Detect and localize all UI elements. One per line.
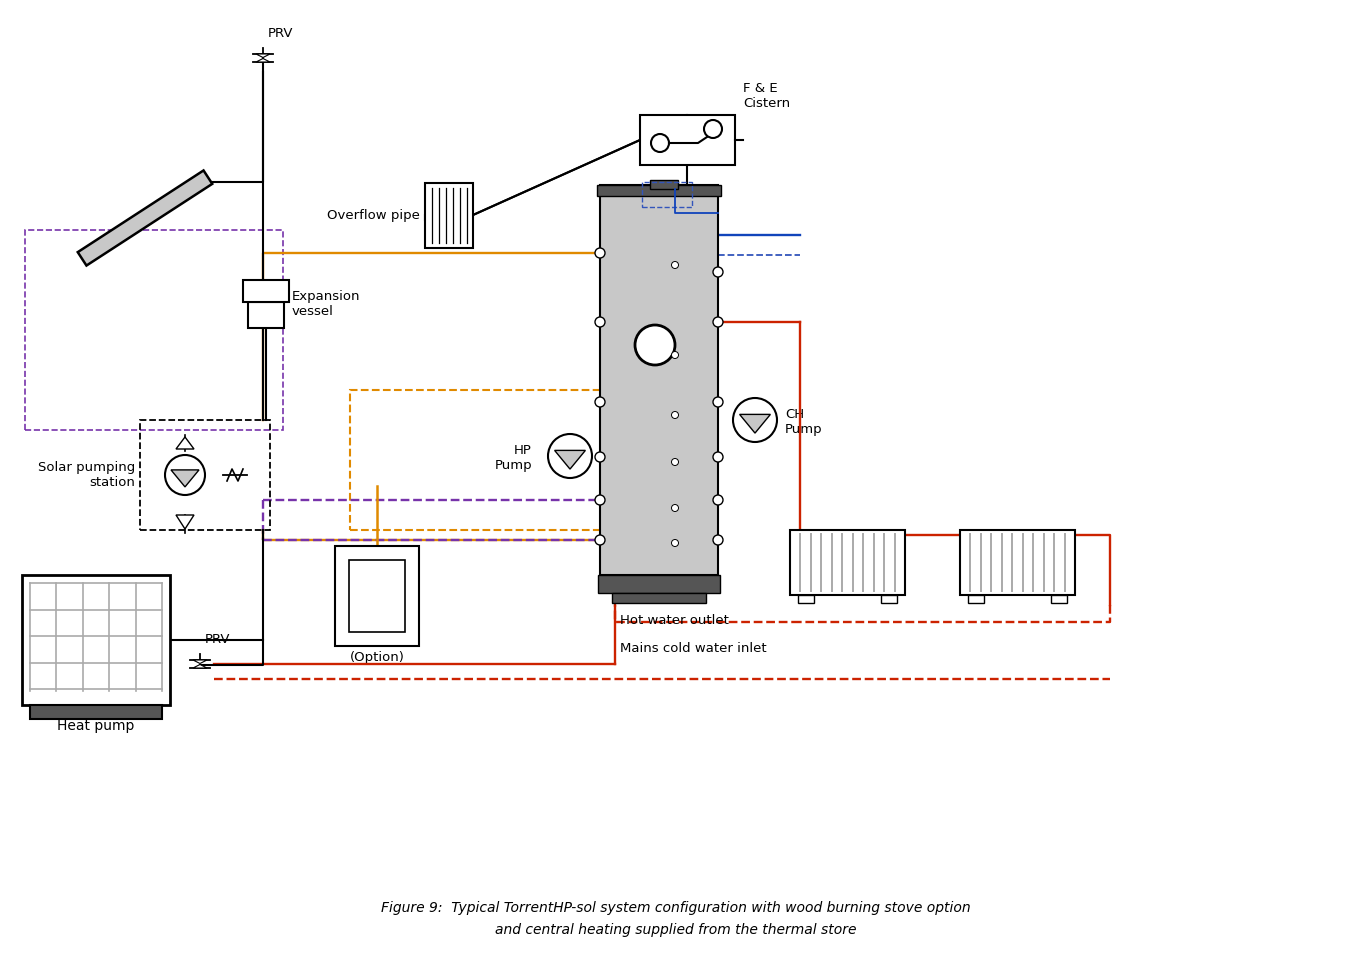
Text: PRV: PRV <box>268 27 294 40</box>
Bar <box>881 595 897 603</box>
Text: Hot water outlet: Hot water outlet <box>620 613 729 627</box>
Circle shape <box>671 412 678 418</box>
Polygon shape <box>77 170 212 266</box>
Polygon shape <box>740 414 770 433</box>
Circle shape <box>635 325 675 365</box>
Circle shape <box>713 452 723 462</box>
Circle shape <box>165 455 206 495</box>
Text: F & E
Cistern: F & E Cistern <box>743 82 790 110</box>
Bar <box>349 560 405 632</box>
Polygon shape <box>256 59 271 62</box>
Circle shape <box>671 539 678 547</box>
Circle shape <box>595 317 605 327</box>
Bar <box>649 180 678 189</box>
Polygon shape <box>170 469 199 487</box>
Bar <box>599 185 718 575</box>
Bar <box>967 595 984 603</box>
Polygon shape <box>256 54 271 58</box>
Bar <box>139 420 271 530</box>
Bar <box>336 546 419 646</box>
Polygon shape <box>193 665 207 668</box>
Bar <box>961 530 1076 595</box>
Polygon shape <box>555 450 586 469</box>
Bar <box>798 595 815 603</box>
Bar <box>1051 595 1068 603</box>
Circle shape <box>548 434 593 478</box>
Circle shape <box>595 397 605 407</box>
Bar <box>248 301 284 328</box>
Text: Mains cold water inlet: Mains cold water inlet <box>620 641 767 655</box>
Bar <box>350 390 616 530</box>
Bar <box>643 182 691 207</box>
Bar <box>640 115 735 165</box>
Circle shape <box>671 262 678 269</box>
Circle shape <box>595 248 605 258</box>
Text: Figure 9:  Typical TorrentHP-sol system configuration with wood burning stove op: Figure 9: Typical TorrentHP-sol system c… <box>382 901 971 915</box>
Bar <box>30 705 162 719</box>
Text: and central heating supplied from the thermal store: and central heating supplied from the th… <box>495 923 856 937</box>
Bar <box>24 230 283 430</box>
Text: Heat pump: Heat pump <box>57 719 135 733</box>
Polygon shape <box>176 515 193 529</box>
Circle shape <box>671 504 678 512</box>
Bar <box>612 593 706 603</box>
Circle shape <box>595 495 605 505</box>
Text: Expansion
vessel: Expansion vessel <box>292 290 360 318</box>
Circle shape <box>651 134 668 152</box>
Text: Wood stove
(Option): Wood stove (Option) <box>338 636 415 664</box>
Text: CH
Pump: CH Pump <box>785 408 823 436</box>
Bar <box>598 575 720 593</box>
Bar <box>22 575 170 705</box>
Circle shape <box>713 317 723 327</box>
Text: PRV: PRV <box>206 633 230 646</box>
Circle shape <box>671 459 678 466</box>
Circle shape <box>595 452 605 462</box>
Bar <box>425 183 474 248</box>
Polygon shape <box>176 437 193 449</box>
Bar <box>597 185 721 196</box>
Circle shape <box>713 267 723 277</box>
Text: HP
Pump: HP Pump <box>494 444 532 472</box>
Bar <box>790 530 905 595</box>
Circle shape <box>713 535 723 545</box>
Circle shape <box>671 352 678 358</box>
Circle shape <box>733 398 777 442</box>
Text: Solar pumping
station: Solar pumping station <box>38 461 135 489</box>
Text: Overflow pipe: Overflow pipe <box>327 209 419 221</box>
Circle shape <box>713 495 723 505</box>
Circle shape <box>713 397 723 407</box>
Bar <box>244 280 290 301</box>
Polygon shape <box>193 660 207 664</box>
Circle shape <box>704 120 723 138</box>
Circle shape <box>595 535 605 545</box>
